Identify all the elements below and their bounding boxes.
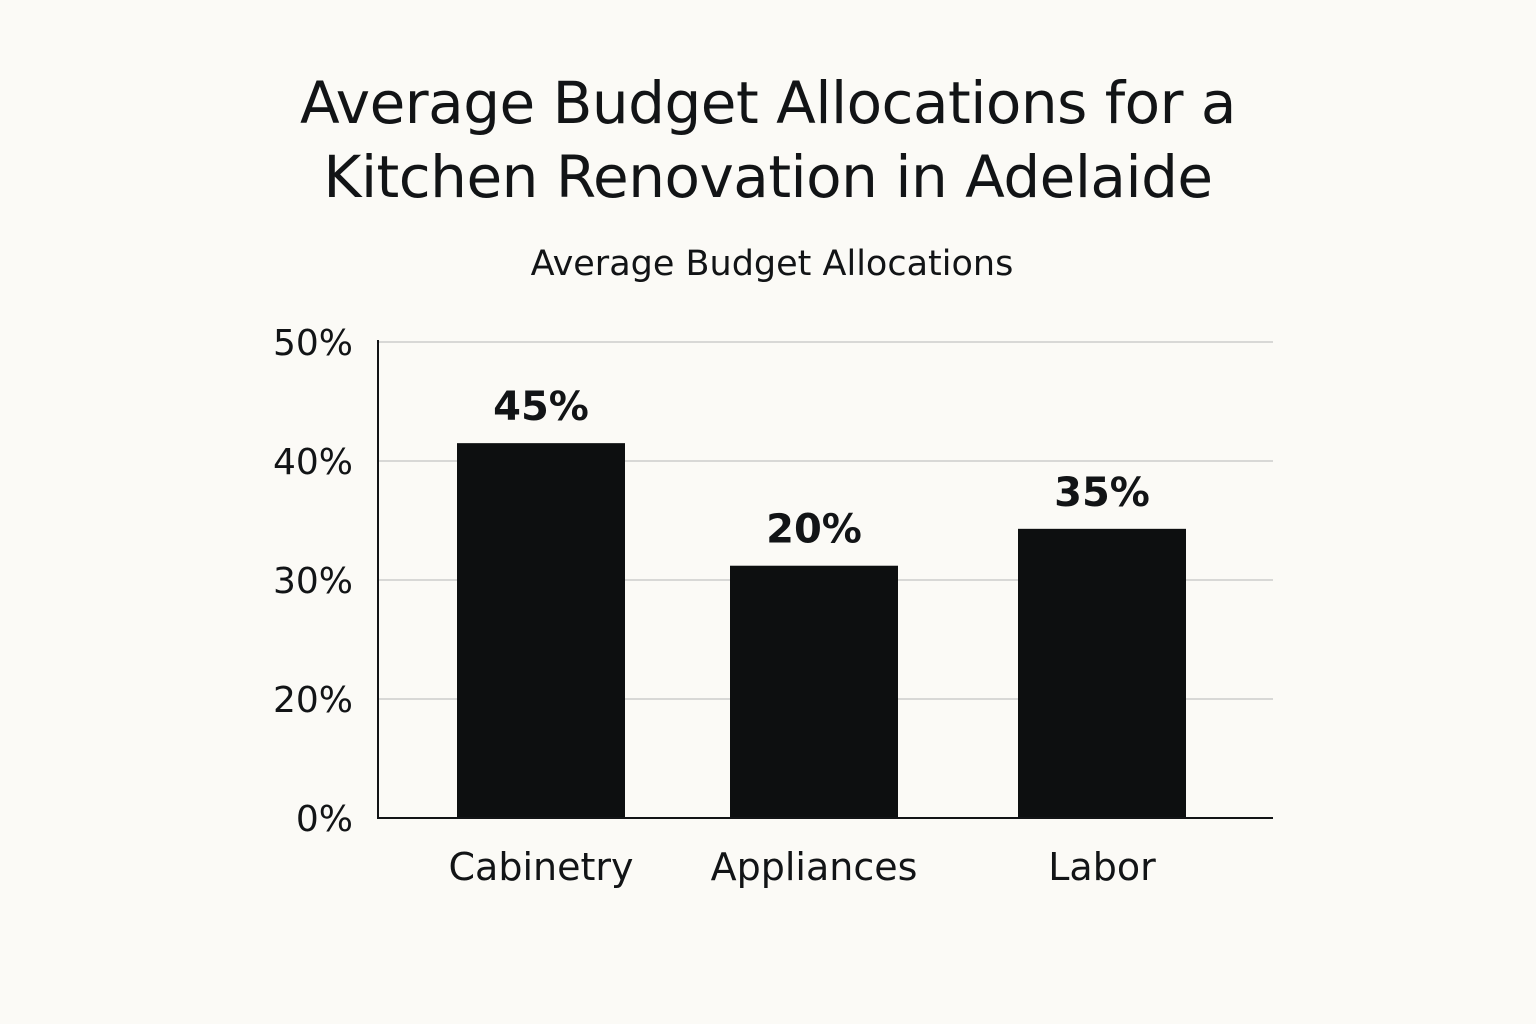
bar-cabinetry <box>457 443 625 818</box>
bar-appliances <box>730 565 898 818</box>
x-tick-label-labor: Labor <box>1048 845 1156 889</box>
chart-title: Average Budget Allocations for a Kitchen… <box>0 66 1536 214</box>
chart-subtitle: Average Budget Allocations <box>530 244 1014 284</box>
x-tick-label-cabinetry: Cabinetry <box>449 845 634 889</box>
chart-title-line-1: Average Budget Allocations for a <box>300 69 1236 137</box>
bar-labor <box>1018 528 1186 818</box>
y-tick-label: 50% <box>273 323 353 364</box>
data-label-cabinetry: 45% <box>493 384 589 430</box>
y-tick-label: 20% <box>273 680 353 721</box>
y-tick-label: 0% <box>296 799 353 840</box>
chart-title-line-2: Kitchen Renovation in Adelaide <box>323 143 1213 211</box>
bars <box>457 443 1186 818</box>
y-tick-label: 40% <box>273 442 353 483</box>
y-tick-label: 30% <box>273 561 353 602</box>
labels: 0% 20% 30% 40% 50% 45% Cabinetry 20% Appliances 3… <box>273 323 1156 889</box>
x-tick-label-appliances: Appliances <box>711 845 918 889</box>
data-label-labor: 35% <box>1054 470 1150 516</box>
data-label-appliances: 20% <box>766 507 862 553</box>
axes <box>377 340 1273 819</box>
